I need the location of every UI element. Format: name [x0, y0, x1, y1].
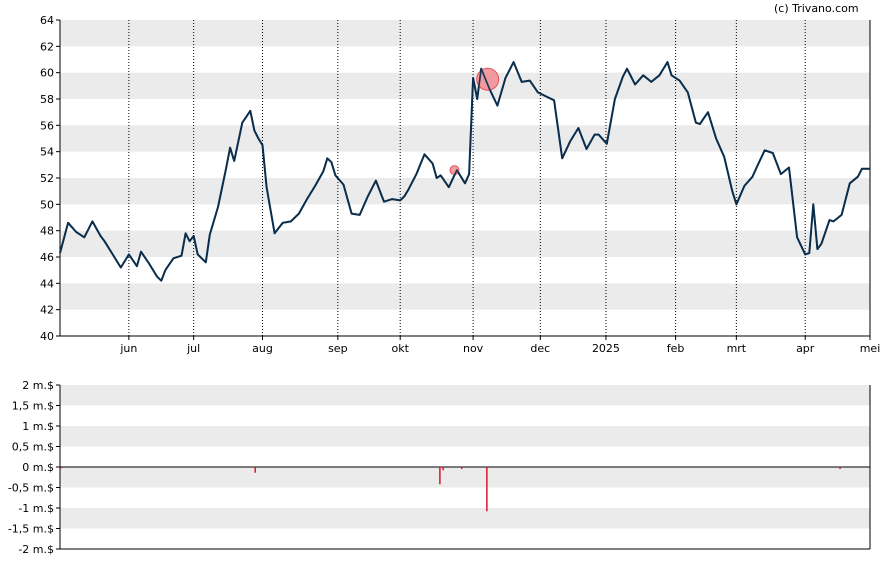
volume-bar: [839, 467, 841, 470]
volume-y-tick-label: 0 m.$: [22, 461, 54, 474]
y-tick-label: 64: [40, 14, 54, 27]
copyright-label: (c) Trivano.com: [774, 2, 859, 15]
price-chart-panel: jun jul aug sep okt nov dec 2025 feb mrt apr mei 40 4…: [40, 14, 880, 355]
volume-bar: [60, 467, 63, 469]
x-tick-label: apr: [796, 342, 815, 355]
volume-band: [60, 426, 870, 447]
y-tick-label: 40: [40, 330, 54, 343]
volume-chart-panel: 2 m.$ 1,5 m.$ 1 m.$ 0,5 m.$ 0 m.$ -0,5 m.$ -1 …: [8, 379, 871, 556]
volume-y-tick-label: 1 m.$: [22, 420, 54, 433]
volume-bar: [461, 467, 463, 470]
x-tick-label: mei: [860, 342, 881, 355]
price-band: [60, 72, 870, 99]
y-tick-label: 60: [40, 67, 54, 80]
volume-y-tick-label: 1,5 m.$: [12, 400, 54, 413]
volume-bar: [439, 467, 441, 485]
price-band: [60, 283, 870, 310]
x-tick-label: feb: [667, 342, 685, 355]
y-tick-label: 56: [40, 119, 54, 132]
y-tick-label: 46: [40, 251, 54, 264]
x-tick-label: jun: [119, 342, 137, 355]
price-band: [60, 20, 870, 47]
x-tick-label: nov: [463, 342, 484, 355]
y-tick-label: 42: [40, 304, 54, 317]
x-tick-label: 2025: [592, 342, 620, 355]
x-tick-label: sep: [328, 342, 347, 355]
price-band: [60, 125, 870, 152]
x-tick-label: dec: [530, 342, 550, 355]
y-tick-label: 62: [40, 40, 54, 53]
volume-bar: [254, 467, 256, 473]
y-tick-label: 52: [40, 172, 54, 185]
x-tick-label: aug: [252, 342, 273, 355]
volume-y-tick-label: -1 m.$: [18, 502, 54, 515]
y-tick-label: 48: [40, 225, 54, 238]
volume-y-tick-label: -0,5 m.$: [8, 482, 54, 495]
y-tick-label: 44: [40, 277, 54, 290]
price-line-overlay: [59, 61, 870, 282]
x-tick-label: jul: [186, 342, 200, 355]
x-tick-label: mrt: [727, 342, 747, 355]
volume-band: [60, 508, 870, 529]
volume-y-tick-label: -2 m.$: [18, 543, 54, 556]
y-tick-label: 54: [40, 146, 54, 159]
volume-bar: [442, 467, 444, 471]
volume-y-tick-label: -1,5 m.$: [8, 523, 54, 536]
volume-band: [60, 467, 870, 488]
y-tick-label: 58: [40, 93, 54, 106]
volume-bar: [486, 467, 488, 512]
y-tick-label: 50: [40, 198, 54, 211]
volume-y-tick-label: 2 m.$: [22, 379, 54, 392]
volume-y-tick-label: 0,5 m.$: [12, 441, 54, 454]
volume-band: [60, 385, 870, 406]
trade-marker: [476, 67, 500, 91]
x-tick-label: okt: [391, 342, 409, 355]
